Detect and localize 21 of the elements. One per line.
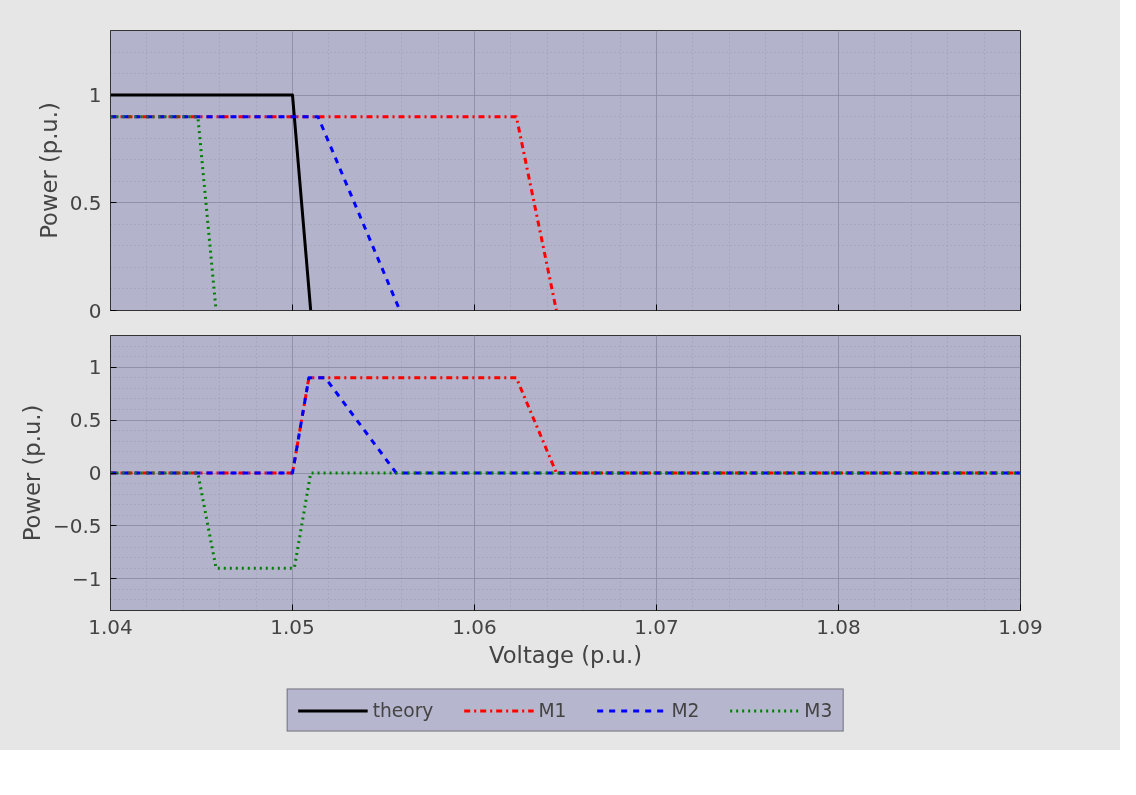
y-tick-label: 1: [88, 355, 102, 380]
x-tick-label: 1.06: [452, 614, 497, 639]
x-tick-label: 1.07: [634, 614, 679, 639]
legend-label: M1: [538, 699, 567, 721]
x-tick-label: 1.09: [998, 614, 1043, 639]
y-tick-label: −1: [72, 566, 102, 591]
y-tick-label: 0.5: [69, 408, 102, 433]
y-tick-label: 0: [88, 461, 102, 485]
y-tick-label: 1: [88, 83, 102, 108]
y-axis-title: Power (p.u.): [18, 404, 45, 542]
x-axis-title: Voltage (p.u.): [489, 641, 643, 668]
y-tick-label: 0.5: [69, 190, 102, 215]
x-tick-label: 1.04: [88, 614, 133, 639]
y-axis-title: Power (p.u.): [35, 102, 62, 239]
y-tick-label: −0.5: [52, 513, 102, 538]
y-tick-label: 0: [88, 298, 102, 323]
legend-label: theory: [372, 699, 434, 721]
x-tick-label: 1.05: [270, 614, 315, 639]
x-tick-label: 1.08: [816, 614, 861, 639]
legend-label: M3: [804, 699, 833, 721]
legend-label: M2: [671, 699, 700, 721]
